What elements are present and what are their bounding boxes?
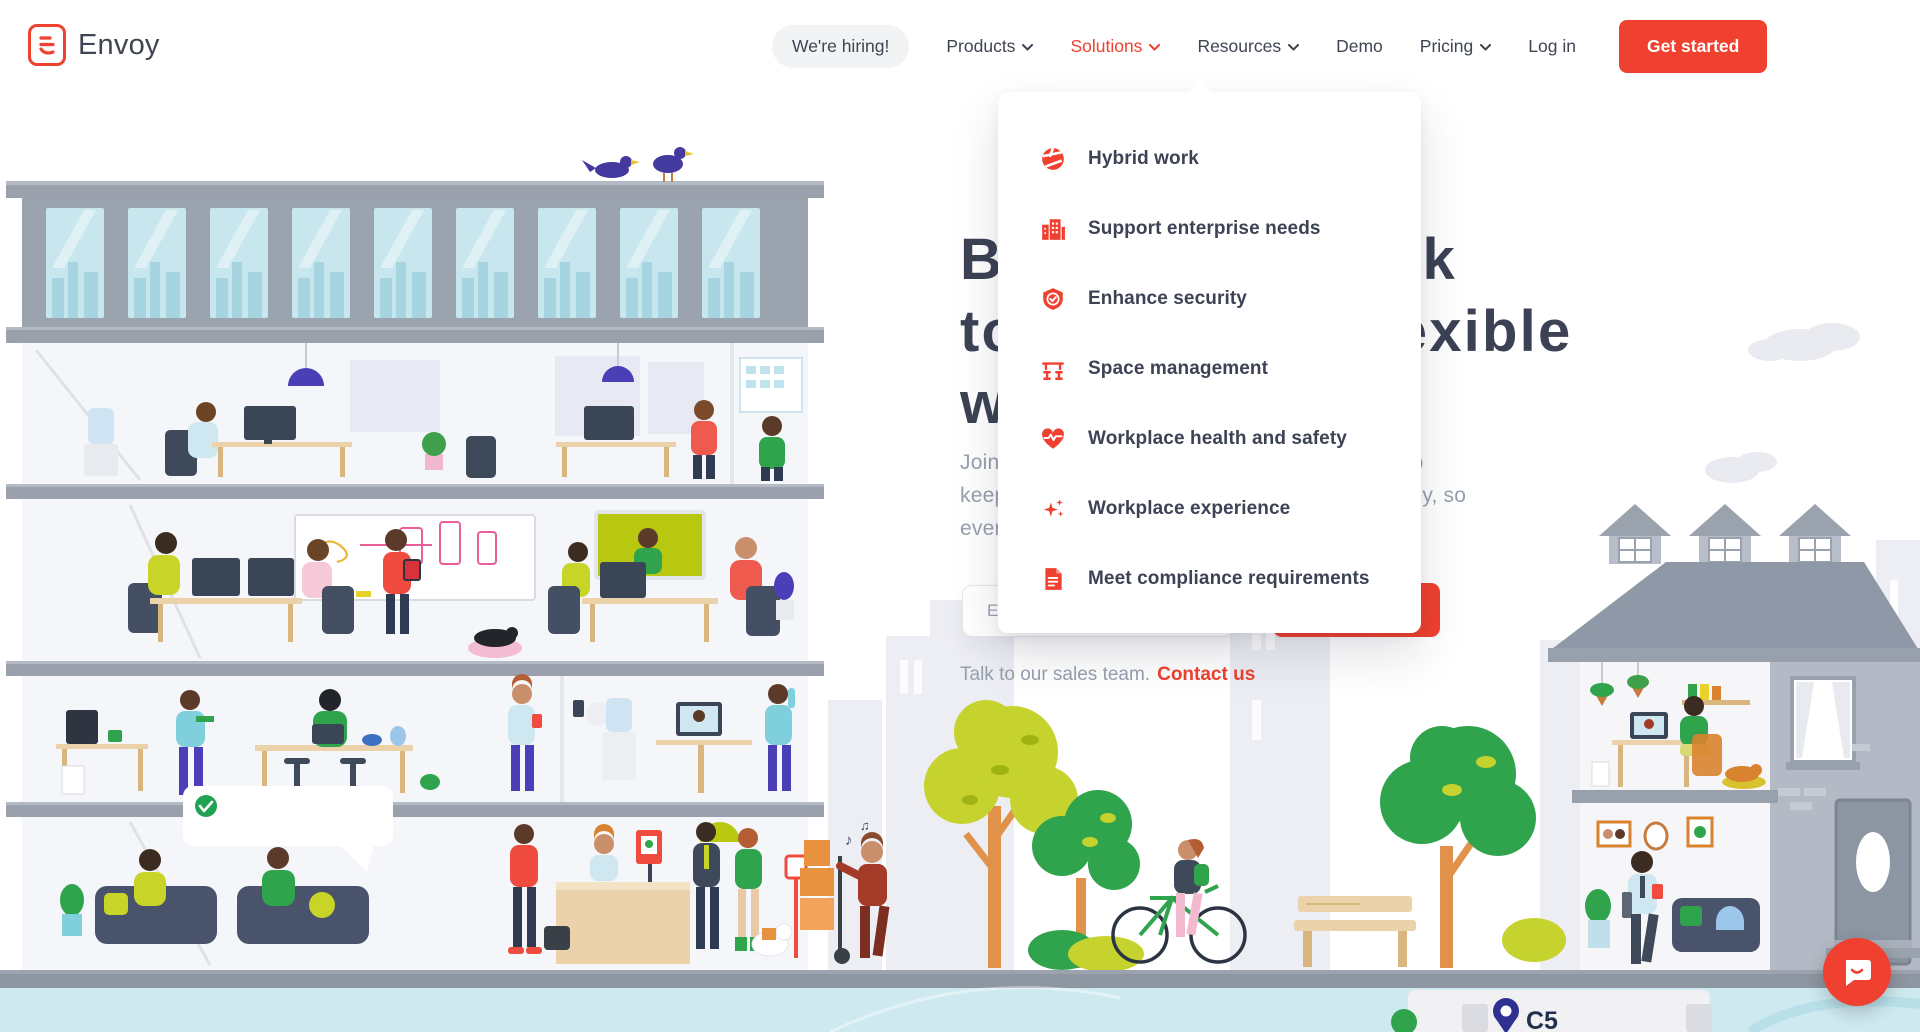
globe-icon <box>1040 146 1066 172</box>
nav-solutions[interactable]: Solutions <box>1070 36 1161 57</box>
brand-name: Envoy <box>78 28 160 61</box>
solutions-dropdown-menu: Hybrid work Support enterprise needs Enh… <box>998 92 1421 633</box>
envoy-logo-icon <box>28 24 66 66</box>
svg-text:♪: ♪ <box>845 832 853 849</box>
menu-item-compliance[interactable]: Meet compliance requirements <box>1040 544 1421 614</box>
cyclist <box>1111 839 1247 964</box>
menu-item-health-safety[interactable]: Workplace health and safety <box>1040 404 1421 474</box>
hiring-badge[interactable]: We're hiring! <box>772 24 910 68</box>
checkin-bubble <box>183 786 393 872</box>
bird-icons <box>582 147 694 182</box>
menu-item-hybrid-work[interactable]: Hybrid work <box>1040 124 1421 194</box>
sales-line: Talk to our sales team. Contact us <box>960 664 1255 686</box>
svg-text:C5: C5 <box>1526 1007 1558 1032</box>
trees <box>924 700 1566 972</box>
contact-us-link[interactable]: Contact us <box>1157 664 1256 685</box>
chevron-down-icon <box>1022 44 1034 51</box>
delivery-person: ♪ ♫ <box>800 818 890 964</box>
get-started-button[interactable]: Get started <box>1618 19 1768 73</box>
svg-text:♫: ♫ <box>860 818 870 833</box>
sparkles-icon <box>1040 496 1066 522</box>
nav-login[interactable]: Log in <box>1528 35 1576 56</box>
nav-links: We're hiring! Products Solutions Resourc… <box>772 0 1768 92</box>
desks-icon <box>1040 356 1066 382</box>
top-navigation: Envoy We're hiring! Products Solutions R… <box>0 0 1920 92</box>
menu-item-space[interactable]: Space management <box>1040 334 1421 404</box>
sales-text: Talk to our sales team. <box>960 664 1151 685</box>
nav-resources[interactable]: Resources <box>1197 36 1300 57</box>
bench <box>1294 896 1416 967</box>
menu-item-security[interactable]: Enhance security <box>1040 264 1421 334</box>
chat-icon <box>1846 960 1871 986</box>
cloud-icon <box>1705 323 1860 483</box>
nav-pricing[interactable]: Pricing <box>1420 36 1492 57</box>
chevron-down-icon <box>1480 44 1492 51</box>
menu-item-experience[interactable]: Workplace experience <box>1040 474 1421 544</box>
chat-widget-button[interactable] <box>1823 938 1891 1006</box>
document-icon <box>1040 566 1066 592</box>
buildings-icon <box>1040 216 1066 242</box>
envoy-logo[interactable]: Envoy <box>28 24 160 66</box>
shield-check-icon <box>1040 286 1066 312</box>
nav-demo[interactable]: Demo <box>1336 35 1383 56</box>
house <box>1548 504 1920 970</box>
heart-pulse-icon <box>1040 426 1066 452</box>
chevron-down-icon <box>1149 44 1161 51</box>
menu-item-enterprise[interactable]: Support enterprise needs <box>1040 194 1421 264</box>
floorplan-room-label: C5 <box>1391 990 1712 1032</box>
nav-products[interactable]: Products <box>946 36 1034 57</box>
chevron-down-icon <box>1288 44 1300 51</box>
